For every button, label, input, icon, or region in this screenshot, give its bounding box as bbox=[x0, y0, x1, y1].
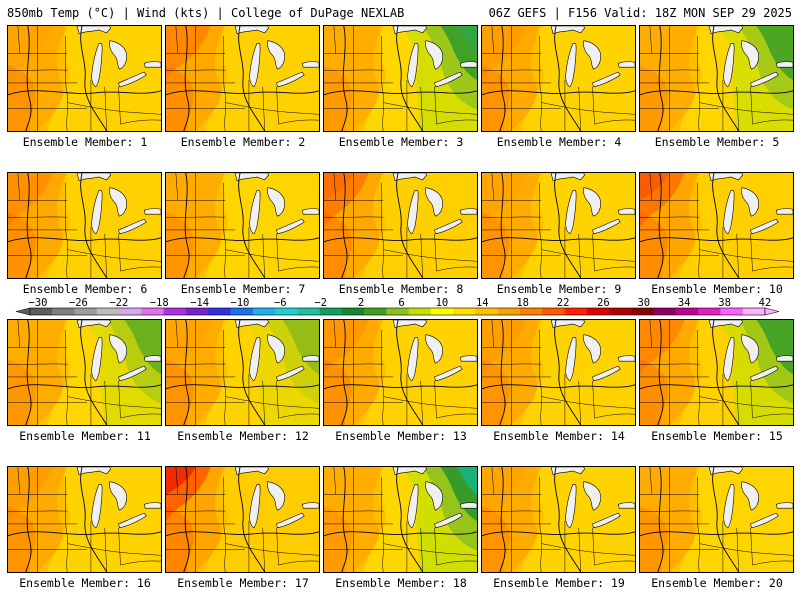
ensemble-member-label: Ensemble Member: 2 bbox=[180, 135, 306, 149]
colorbar-tick-label: −14 bbox=[190, 297, 209, 309]
colorbar-tick-label: 42 bbox=[759, 297, 772, 309]
colorbar-segment bbox=[208, 308, 231, 315]
colorbar-segment bbox=[119, 308, 142, 315]
ensemble-member-label: Ensemble Member: 3 bbox=[338, 135, 464, 149]
ensemble-member-label: Ensemble Member: 6 bbox=[22, 282, 148, 296]
ensemble-member-label: Ensemble Member: 19 bbox=[493, 576, 625, 590]
ensemble-member-label: Ensemble Member: 8 bbox=[338, 282, 464, 296]
colorbar-tick-label: 18 bbox=[516, 297, 529, 309]
colorbar-segment bbox=[74, 308, 98, 315]
ensemble-member-label: Ensemble Member: 9 bbox=[496, 282, 622, 296]
ensemble-member-label: Ensemble Member: 4 bbox=[496, 135, 622, 149]
ensemble-member-map bbox=[165, 466, 320, 573]
ensemble-member-label: Ensemble Member: 1 bbox=[22, 135, 148, 149]
ensemble-member-map bbox=[639, 466, 794, 573]
colorbar-segment bbox=[275, 308, 298, 315]
colorbar-segment bbox=[520, 308, 543, 315]
ensemble-member-label: Ensemble Member: 11 bbox=[19, 429, 151, 443]
colorbar-segment bbox=[185, 308, 209, 315]
colorbar-segment bbox=[386, 308, 409, 315]
ensemble-member-map bbox=[481, 25, 636, 132]
colorbar-segment bbox=[341, 308, 365, 315]
colorbar-tick-label: −18 bbox=[150, 297, 169, 309]
colorbar-tick-label: −26 bbox=[69, 297, 88, 309]
colorbar-segment bbox=[720, 308, 744, 315]
colorbar-segment bbox=[408, 308, 432, 315]
colorbar-segment bbox=[96, 308, 120, 315]
colorbar-tick-label: 10 bbox=[436, 297, 449, 309]
colorbar-segment bbox=[163, 308, 187, 315]
ensemble-member-label: Ensemble Member: 18 bbox=[335, 576, 467, 590]
colorbar-segment bbox=[675, 308, 699, 315]
temperature-colorbar: −30 −26 −22 −18 −14 −10 −6 −2 2 6 10 14 18 22 26 30 34 38… bbox=[0, 296, 800, 320]
colorbar-segment bbox=[475, 308, 499, 315]
ensemble-member-map bbox=[481, 466, 636, 573]
ensemble-member-map bbox=[323, 172, 478, 279]
colorbar-segment bbox=[631, 308, 654, 315]
colorbar-tick-label: −22 bbox=[109, 297, 128, 309]
colorbar-tick-label: −10 bbox=[230, 297, 249, 309]
colorbar-segment bbox=[319, 308, 343, 315]
ensemble-member-map bbox=[165, 319, 320, 426]
ensemble-member-map bbox=[165, 25, 320, 132]
colorbar-right-arrow bbox=[764, 307, 780, 316]
ensemble-member-label: Ensemble Member: 16 bbox=[19, 576, 151, 590]
colorbar-segment bbox=[430, 308, 454, 315]
colorbar-segment bbox=[364, 308, 387, 315]
ensemble-member-map bbox=[639, 25, 794, 132]
header-valid-time: 06Z GEFS | F156 Valid: 18Z MON SEP 29 20… bbox=[488, 6, 792, 20]
header-title: 850mb Temp (°C) | Wind (kts) | College o… bbox=[7, 6, 405, 20]
colorbar-segment bbox=[453, 308, 476, 315]
ensemble-member-map bbox=[165, 172, 320, 279]
colorbar-tick-label: 14 bbox=[476, 297, 489, 309]
ensemble-member-map bbox=[7, 25, 162, 132]
colorbar-segment bbox=[252, 308, 276, 315]
ensemble-member-map bbox=[639, 172, 794, 279]
ensemble-member-label: Ensemble Member: 17 bbox=[177, 576, 309, 590]
ensemble-member-map bbox=[323, 25, 478, 132]
ensemble-member-label: Ensemble Member: 14 bbox=[493, 429, 625, 443]
colorbar-tick-label: 2 bbox=[358, 297, 364, 309]
colorbar-segment bbox=[698, 308, 721, 315]
colorbar-tick-label: 6 bbox=[398, 297, 404, 309]
ensemble-member-label: Ensemble Member: 13 bbox=[335, 429, 467, 443]
colorbar-segment bbox=[141, 308, 164, 315]
ensemble-member-map bbox=[7, 319, 162, 426]
colorbar-tick-label: 34 bbox=[678, 297, 691, 309]
ensemble-member-map bbox=[481, 319, 636, 426]
colorbar-segment bbox=[609, 308, 632, 315]
colorbar-segment bbox=[230, 308, 254, 315]
ensemble-member-label: Ensemble Member: 7 bbox=[180, 282, 306, 296]
colorbar-segment bbox=[586, 308, 610, 315]
colorbar-segment bbox=[542, 308, 565, 315]
ensemble-member-map bbox=[7, 172, 162, 279]
colorbar-tick-label: −6 bbox=[274, 297, 287, 309]
colorbar-segment bbox=[52, 308, 75, 315]
colorbar-segment bbox=[564, 308, 588, 315]
ensemble-member-label: Ensemble Member: 12 bbox=[177, 429, 309, 443]
ensemble-member-label: Ensemble Member: 15 bbox=[651, 429, 783, 443]
colorbar-segment bbox=[297, 308, 320, 315]
ensemble-member-map bbox=[639, 319, 794, 426]
ensemble-member-label: Ensemble Member: 5 bbox=[654, 135, 780, 149]
ensemble-member-map bbox=[481, 172, 636, 279]
colorbar-tick-label: 26 bbox=[597, 297, 610, 309]
colorbar-segment bbox=[497, 308, 521, 315]
ensemble-member-map bbox=[323, 319, 478, 426]
colorbar-segment bbox=[653, 308, 677, 315]
colorbar-segment bbox=[742, 308, 766, 315]
colorbar-left-arrow bbox=[15, 307, 31, 316]
colorbar-tick-label: 30 bbox=[637, 297, 650, 309]
ensemble-member-map bbox=[323, 466, 478, 573]
ensemble-member-label: Ensemble Member: 10 bbox=[651, 282, 783, 296]
colorbar-tick-label: −30 bbox=[29, 297, 48, 309]
colorbar-segment bbox=[30, 308, 53, 315]
ensemble-member-map bbox=[7, 466, 162, 573]
colorbar-tick-label: 38 bbox=[718, 297, 731, 309]
ensemble-member-label: Ensemble Member: 20 bbox=[651, 576, 783, 590]
colorbar-tick-label: −2 bbox=[314, 297, 327, 309]
colorbar-tick-label: 22 bbox=[557, 297, 570, 309]
